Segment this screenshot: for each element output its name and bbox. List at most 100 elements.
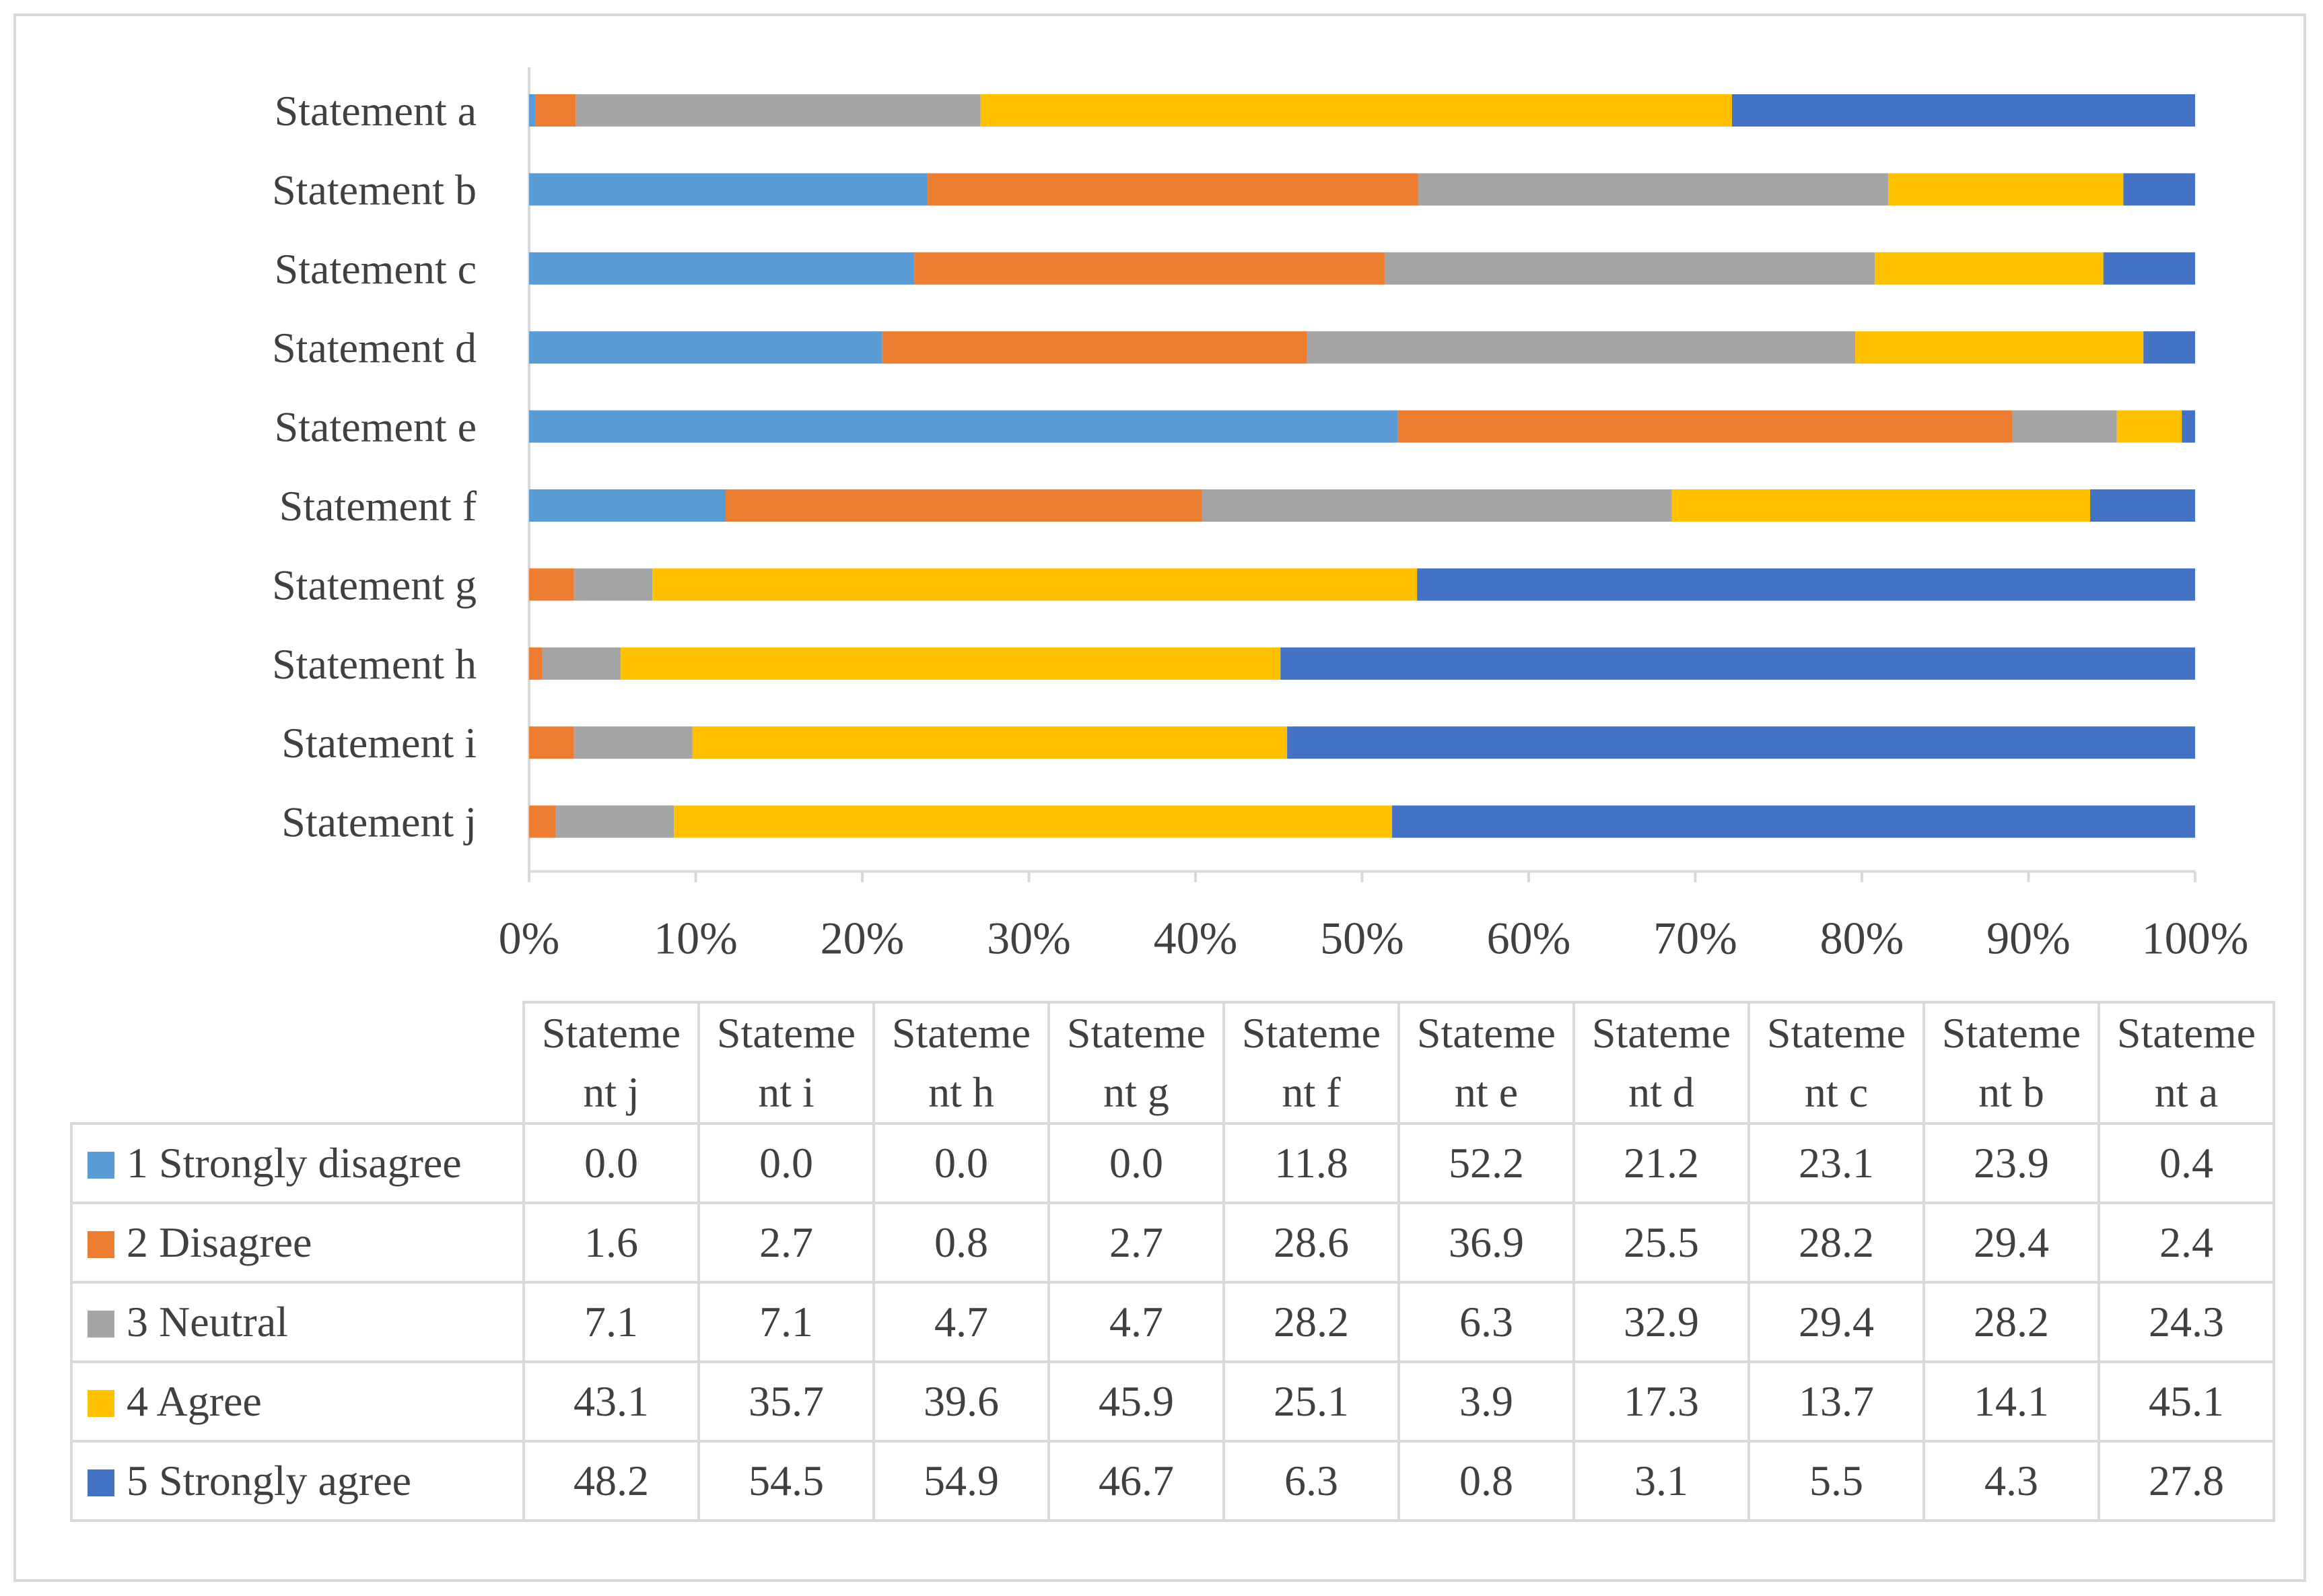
table-cell: 7.1 (697, 1281, 875, 1363)
table-cell: 48.2 (522, 1440, 700, 1522)
category-label: Statement c (275, 245, 477, 293)
bar-segment-4-agree (1875, 252, 2104, 285)
table-cell: 1.6 (522, 1202, 700, 1284)
table-body: 1 Strongly disagree 0.0 0.0 0.0 0.0 11.8 52.2 2… (70, 1122, 2275, 1522)
table-cell: 0.4 (2097, 1122, 2275, 1204)
table-cell: 11.8 (1222, 1122, 1400, 1204)
bar-segment-1-strongly-disagree (529, 410, 1398, 443)
legend-label: 3 Neutral (127, 1298, 288, 1346)
table-cell: 2.4 (2097, 1202, 2275, 1284)
table-row: 1 Strongly disagree 0.0 0.0 0.0 0.0 11.8 52.2 2… (70, 1122, 2275, 1204)
table-cell: 28.6 (1222, 1202, 1400, 1284)
table-cell: 4.7 (872, 1281, 1050, 1363)
x-tick-label: 10% (654, 913, 738, 964)
table-cell: 39.6 (872, 1360, 1050, 1443)
legend-label: 5 Strongly agree (127, 1457, 411, 1504)
category-label: Statement i (281, 719, 477, 767)
legend-label: 4 Agree (127, 1377, 262, 1425)
table-cell: 25.1 (1222, 1360, 1400, 1443)
table-column-header: Stateme nt f (1222, 1001, 1400, 1125)
table-column-header: Stateme nt g (1047, 1001, 1225, 1125)
category-label: Statement g (272, 561, 477, 609)
bar-segment-2-disagree (726, 489, 1202, 522)
table-cell: 14.1 (1922, 1360, 2100, 1443)
table-cell: 28.2 (1222, 1281, 1400, 1363)
table-cell: 6.3 (1222, 1440, 1400, 1522)
category-axis-labels: Statement a Statement b Statement c Stateme… (272, 87, 477, 846)
bar-row-statement-c (529, 252, 2195, 285)
x-tick-labels: 0% 10% 20% 30% 40% 50% 60% 70% 80% 90% 100% (499, 913, 2249, 964)
table-row-header: 3 Neutral (70, 1281, 525, 1363)
bar-segment-3-neutral (1307, 331, 1856, 364)
bar-segment-1-strongly-disagree (529, 331, 882, 364)
bar-segment-2-disagree (529, 805, 556, 838)
table-column-header: Stateme nt a (2097, 1001, 2275, 1125)
bar-segment-5-strongly-agree (2123, 173, 2195, 206)
table-cell: 28.2 (1922, 1281, 2100, 1363)
category-label: Statement a (275, 87, 477, 135)
table-cell: 36.9 (1397, 1202, 1575, 1284)
bar-segment-5-strongly-agree (1280, 647, 2195, 680)
table-row-header: 5 Strongly agree (70, 1440, 525, 1522)
bar-segment-3-neutral (2012, 410, 2117, 443)
bar-segment-2-disagree (1397, 410, 2013, 443)
table-cell: 4.3 (1922, 1440, 2100, 1522)
table-cell: 29.4 (1747, 1281, 1925, 1363)
table-column-header: Stateme nt d (1572, 1001, 1750, 1125)
bar-segment-4-agree (621, 647, 1281, 680)
table-cell: 2.7 (697, 1202, 875, 1284)
bar-segment-5-strongly-agree (2182, 410, 2195, 443)
table-column-header: Stateme nt b (1922, 1001, 2100, 1125)
table-cell: 25.5 (1572, 1202, 1750, 1284)
x-tick-label: 90% (1986, 913, 2071, 964)
bar-segment-2-disagree (882, 331, 1307, 364)
bar-segment-1-strongly-disagree (529, 252, 915, 285)
legend-label: 2 Disagree (127, 1218, 312, 1266)
x-tick-label: 40% (1154, 913, 1238, 964)
table-row-header: 4 Agree (70, 1360, 525, 1443)
bar-segment-4-agree (2116, 410, 2182, 443)
bar-segment-4-agree (692, 726, 1288, 759)
category-label: Statement b (272, 166, 477, 213)
legend-swatch (88, 1231, 114, 1258)
table-row-header: 1 Strongly disagree (70, 1122, 525, 1204)
x-tick-label: 100% (2142, 913, 2249, 964)
table-column-header: Stateme nt h (872, 1001, 1050, 1125)
table-cell: 21.2 (1572, 1122, 1750, 1204)
bar-segment-3-neutral (574, 568, 653, 601)
table-cell: 35.7 (697, 1360, 875, 1443)
bar-segment-4-agree (1671, 489, 2091, 522)
table-cell: 3.1 (1572, 1440, 1750, 1522)
bar-segment-5-strongly-agree (1417, 568, 2195, 601)
table-cell: 52.2 (1397, 1122, 1575, 1204)
bar-row-statement-g (529, 568, 2195, 601)
table-cell: 13.7 (1747, 1360, 1925, 1443)
x-tick-label: 30% (987, 913, 1071, 964)
x-tick-label: 20% (821, 913, 905, 964)
bar-segment-1-strongly-disagree (529, 94, 536, 127)
bar-segment-2-disagree (529, 726, 574, 759)
x-tick-label: 70% (1653, 913, 1737, 964)
table-cell: 0.8 (872, 1202, 1050, 1284)
table-column-header: Stateme nt j (522, 1001, 700, 1125)
legend-swatch (88, 1469, 114, 1496)
legend-swatch (88, 1390, 114, 1417)
bar-segment-2-disagree (928, 173, 1418, 206)
x-tick-label: 0% (499, 913, 560, 964)
category-label: Statement d (272, 324, 477, 372)
bar-segment-4-agree (1855, 331, 2144, 364)
table-row: 3 Neutral 7.1 7.1 4.7 4.7 28.2 6.3 32.9 29.4 28.2… (70, 1281, 2275, 1363)
bar-row-statement-e (529, 410, 2195, 443)
table-cell: 0.0 (697, 1122, 875, 1204)
x-tick-label: 80% (1820, 913, 1904, 964)
bar-segment-3-neutral (576, 94, 981, 127)
table-cell: 0.0 (1047, 1122, 1225, 1204)
bar-segment-4-agree (980, 94, 1732, 127)
bar-segment-3-neutral (542, 647, 621, 680)
table-cell: 5.5 (1747, 1440, 1925, 1522)
table-cell: 2.7 (1047, 1202, 1225, 1284)
table-cell: 0.0 (872, 1122, 1050, 1204)
table-column-header: Stateme nt i (697, 1001, 875, 1125)
x-tick-label: 60% (1487, 913, 1571, 964)
